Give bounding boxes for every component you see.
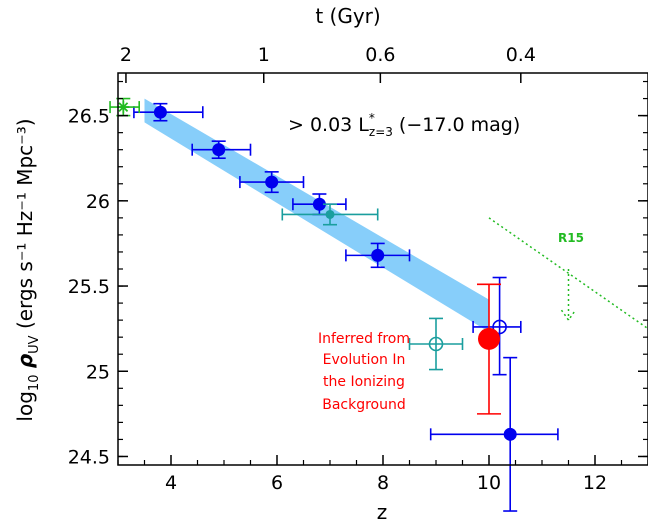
x-tick-label-1: 6 <box>271 472 283 494</box>
y-tick-label-1: 25 <box>86 361 110 383</box>
data-point-teal-open-0 <box>428 336 444 352</box>
y-axis-title-log: log <box>13 391 37 422</box>
top-axis-title: t (Gyr) <box>315 4 380 28</box>
y-axis-title-rho: ρ <box>13 354 37 368</box>
data-point-red-0 <box>478 327 500 350</box>
x-tick-label-2: 8 <box>377 472 389 494</box>
evolution-band <box>144 98 489 333</box>
data-point-blue-open-0 <box>492 319 507 335</box>
y-axis-title: log10 ρUV (ergs s⁻¹ Hz⁻¹ Mpc⁻³) <box>13 118 42 421</box>
inferred-annotation: Inferred from Evolution In the Ionizing … <box>318 331 410 413</box>
data-point-blue-4 <box>371 248 385 262</box>
y-tick-label-2: 25.5 <box>68 276 110 298</box>
inferred-line-3: the Ionizing <box>323 374 405 390</box>
top-tick-label-0: 2 <box>120 44 132 66</box>
data-point-teal-0 <box>325 209 335 219</box>
top-tick-label-2: 0.6 <box>365 44 395 66</box>
data-point-blue-3 <box>312 197 326 211</box>
limit-annotation-sub: z=3 <box>369 125 393 139</box>
data-point-blue-1 <box>212 143 226 157</box>
inferred-line-1: Inferred from <box>318 331 410 347</box>
plot-area <box>109 97 648 512</box>
inferred-line-2: Evolution In <box>323 352 406 368</box>
y-tick-label-4: 26.5 <box>68 106 110 128</box>
data-point-blue-0 <box>153 105 167 119</box>
x-axis-title: z <box>377 500 388 524</box>
r15-arrow-head <box>560 309 577 322</box>
axis-ticks: 4 6 8 10 12 2 1 0.6 0.4 24.5 25 25.5 26 26.5 <box>68 44 648 494</box>
limit-annotation-suffix: (−17.0 mag) <box>393 114 520 136</box>
data-point-green-star-0 <box>117 101 130 114</box>
top-tick-label-3: 0.4 <box>506 44 536 66</box>
limit-annotation-prefix: > 0.03 L <box>288 114 369 136</box>
r15-label: R15 <box>558 231 584 245</box>
data-point-blue-2 <box>265 175 279 189</box>
limit-annotation: > 0.03 L* z=3 (−17.0 mag) <box>288 111 520 139</box>
y-tick-label-0: 24.5 <box>68 446 110 468</box>
r15-line <box>488 217 648 330</box>
top-tick-label-1: 1 <box>258 44 270 66</box>
x-tick-label-0: 4 <box>165 472 177 494</box>
inferred-line-4: Background <box>322 397 406 413</box>
x-tick-label-4: 12 <box>583 472 607 494</box>
y-tick-label-3: 26 <box>86 191 110 213</box>
limit-annotation-sup: * <box>369 111 375 125</box>
y-axis-title-log-sub: 10 <box>27 375 42 392</box>
y-axis-title-rho-sub: UV <box>27 335 42 354</box>
y-axis-title-units: (ergs s⁻¹ Hz⁻¹ Mpc⁻³) <box>13 118 37 329</box>
x-tick-label-3: 10 <box>477 472 501 494</box>
data-point-blue-5 <box>503 427 517 441</box>
